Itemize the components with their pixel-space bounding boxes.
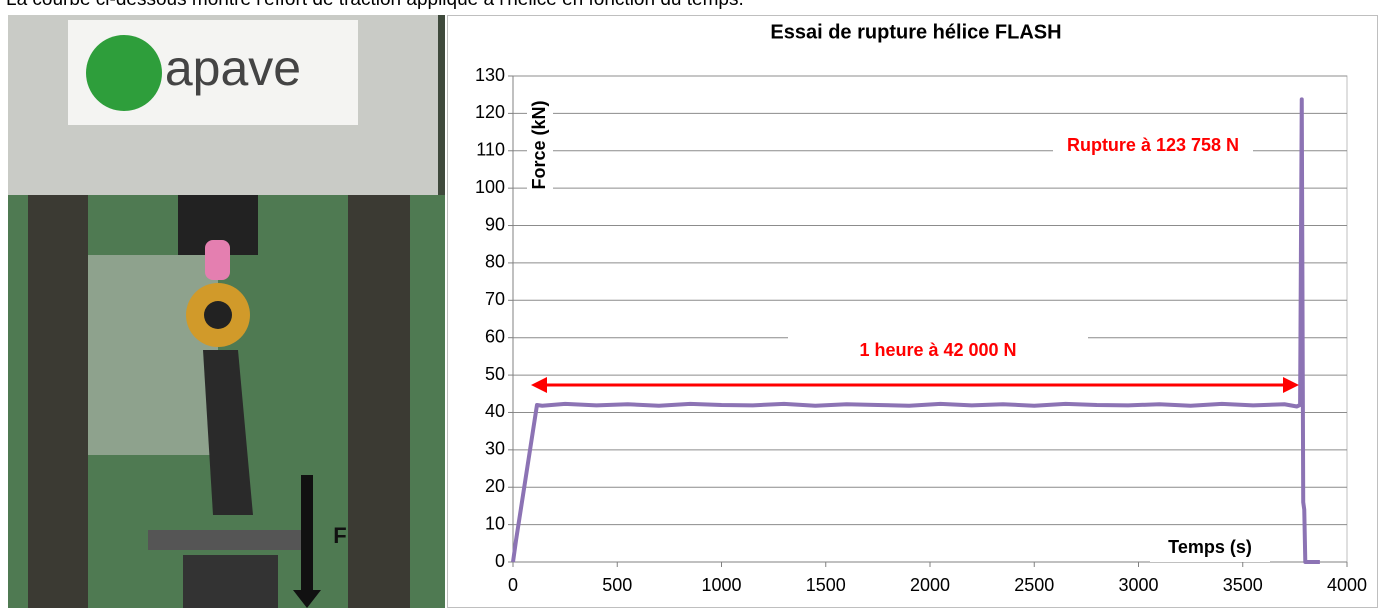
logo-text: apave bbox=[165, 40, 301, 96]
annotation-bg bbox=[788, 337, 1088, 365]
y-tick-label: 0 bbox=[495, 551, 505, 571]
hub-center bbox=[204, 301, 232, 329]
x-axis-title: Temps (s) bbox=[1168, 537, 1252, 557]
pink-adapter bbox=[205, 240, 230, 280]
x-tick-label: 500 bbox=[602, 575, 632, 595]
annotation: Rupture à 123 758 N bbox=[1067, 135, 1239, 155]
chart-title: Essai de rupture hélice FLASH bbox=[770, 21, 1061, 43]
y-tick-label: 110 bbox=[476, 140, 505, 160]
x-tick-label: 3000 bbox=[1118, 575, 1158, 595]
y-axis-title-bg bbox=[527, 90, 553, 200]
right-column bbox=[348, 195, 410, 608]
x-tick-label: 1000 bbox=[701, 575, 741, 595]
x-tick-label: 2000 bbox=[910, 575, 950, 595]
x-tick-label: 4000 bbox=[1327, 575, 1367, 595]
background-window bbox=[78, 255, 218, 455]
caption: La courbe ci-dessous montre l'effort de … bbox=[6, 0, 744, 11]
x-tick-label: 3500 bbox=[1223, 575, 1263, 595]
y-tick-label: 50 bbox=[485, 364, 505, 384]
y-tick-label: 130 bbox=[475, 65, 505, 85]
blade bbox=[203, 350, 253, 515]
y-tick-label: 90 bbox=[485, 214, 505, 234]
data-line bbox=[511, 97, 1320, 564]
photo: apave F bbox=[8, 15, 445, 608]
x-tick-label: 0 bbox=[508, 575, 518, 595]
y-axis-title: Force (kN) bbox=[529, 100, 549, 189]
left-column bbox=[28, 195, 88, 608]
x-tick-label: 1500 bbox=[806, 575, 846, 595]
force-arrow-head bbox=[293, 590, 321, 608]
y-tick-label: 40 bbox=[485, 401, 505, 421]
y-tick-label: 100 bbox=[475, 177, 505, 197]
lower-grip bbox=[183, 555, 278, 608]
y-tick-label: 120 bbox=[475, 102, 505, 122]
annotation-bg bbox=[1053, 132, 1253, 160]
force-label: F bbox=[333, 523, 346, 548]
x-tick-label: 2500 bbox=[1014, 575, 1054, 595]
arrow-head bbox=[1283, 377, 1299, 393]
lower-bar bbox=[148, 530, 308, 550]
y-tick-label: 30 bbox=[485, 439, 505, 459]
y-tick-label: 70 bbox=[485, 289, 505, 309]
annotation: 1 heure à 42 000 N bbox=[859, 340, 1016, 360]
x-axis-title-bg bbox=[1150, 534, 1270, 562]
logo-circle bbox=[86, 35, 162, 111]
arrow-head bbox=[531, 377, 547, 393]
chart: Essai de rupture hélice FLASH 0 10 20 30 40 5… bbox=[447, 15, 1378, 608]
chart-frame bbox=[447, 15, 1378, 608]
y-tick-label: 20 bbox=[485, 476, 505, 496]
y-tick-label: 60 bbox=[485, 326, 505, 346]
y-tick-label: 80 bbox=[485, 252, 505, 272]
y-tick-label: 10 bbox=[485, 513, 505, 533]
